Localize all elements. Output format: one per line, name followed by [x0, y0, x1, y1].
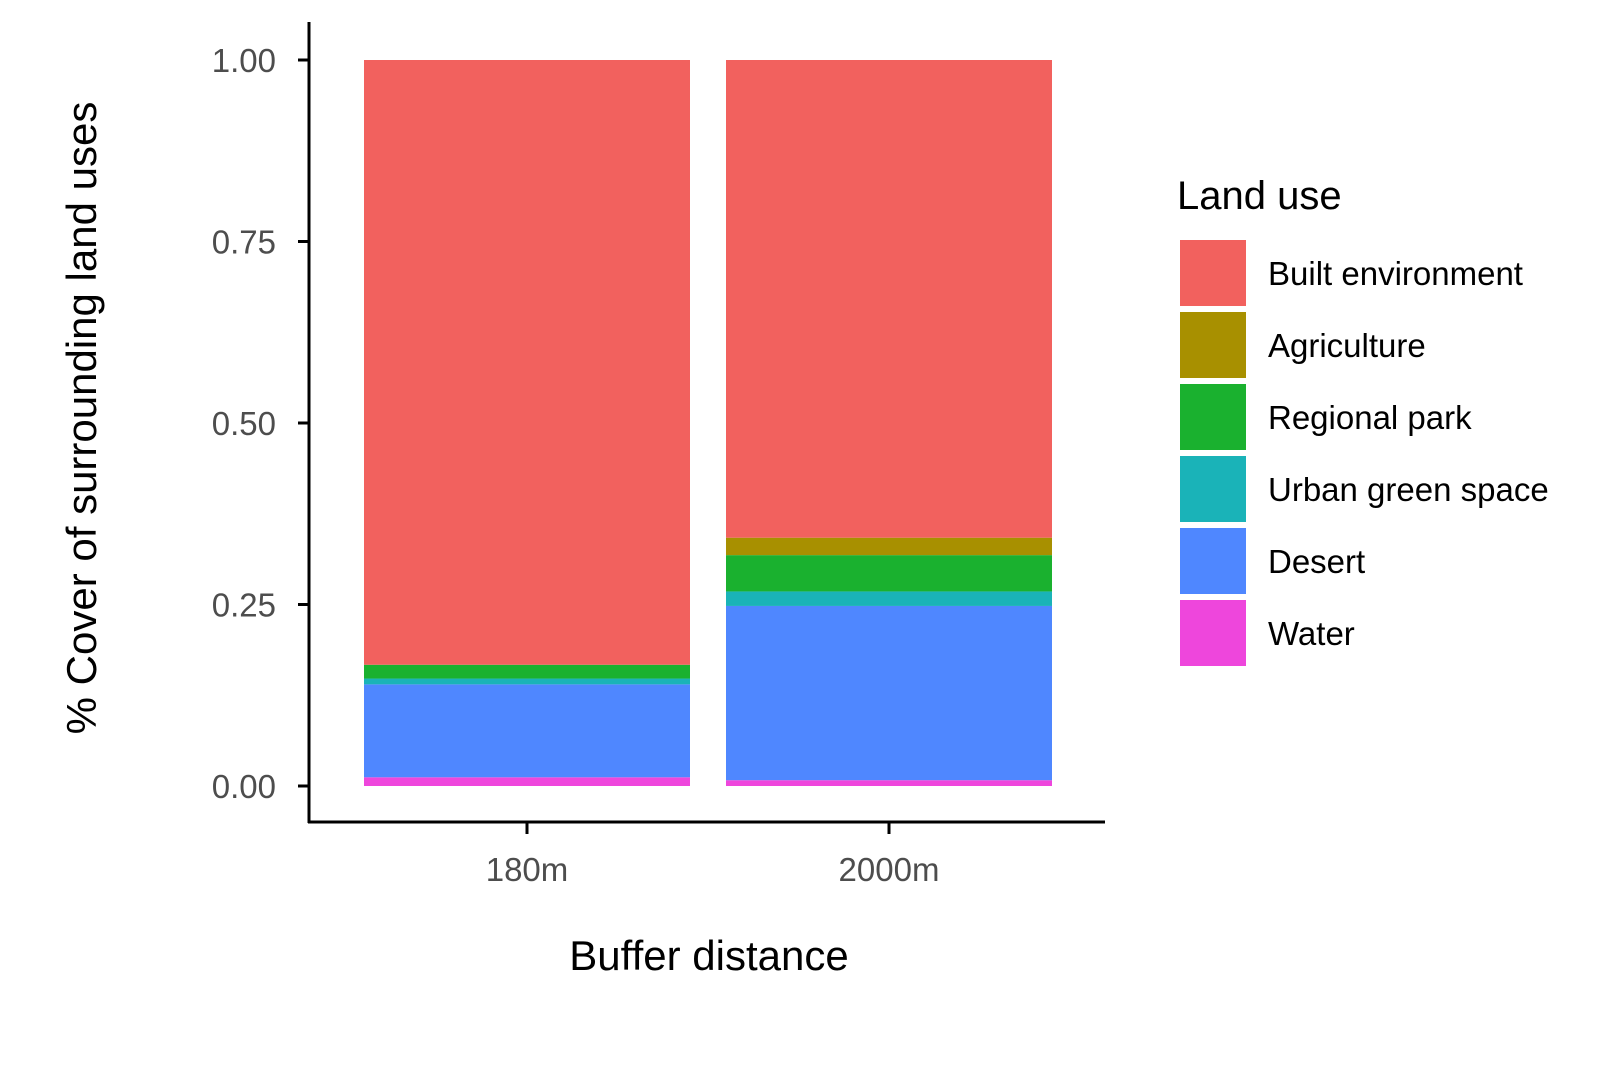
legend-label: Desert	[1268, 543, 1365, 580]
legend-swatch-urban-green-space	[1180, 456, 1246, 522]
bar-segment-regional-park-2000m	[726, 555, 1052, 592]
y-axis-title: % Cover of surrounding land uses	[58, 102, 105, 735]
y-tick-label: 1.00	[212, 42, 276, 79]
legend-swatch-desert	[1180, 528, 1246, 594]
legend-label: Agriculture	[1268, 327, 1426, 364]
legend-title: Land use	[1177, 174, 1342, 218]
bar-segment-desert-2000m	[726, 605, 1052, 781]
y-ticks: 0.00 0.25 0.50 0.75 1.00	[212, 42, 309, 805]
y-tick-label: 0.25	[212, 587, 276, 624]
legend: Land use Built environment Agriculture Reg…	[1177, 174, 1549, 666]
legend-label: Water	[1268, 615, 1355, 652]
legend-label: Urban green space	[1268, 471, 1549, 508]
bar-segment-urban-green-space-2000m	[726, 591, 1052, 606]
legend-swatch-regional-park	[1180, 384, 1246, 450]
legend-swatch-water	[1180, 600, 1246, 666]
legend-label: Regional park	[1268, 399, 1472, 436]
x-tick-label: 180m	[486, 851, 569, 888]
legend-label: Built environment	[1268, 255, 1523, 292]
bar-segment-urban-green-space-180m	[364, 678, 690, 685]
bar-segment-regional-park-180m	[364, 664, 690, 679]
bar-segment-agriculture-2000m	[726, 537, 1052, 556]
y-tick-label: 0.50	[212, 405, 276, 442]
x-ticks: 180m 2000m	[486, 822, 940, 888]
bar-segment-water-180m	[364, 777, 690, 786]
bar-segment-built-environment-180m	[364, 60, 690, 665]
bars-layer	[364, 60, 1052, 786]
bar-segment-water-2000m	[726, 780, 1052, 786]
x-axis-title: Buffer distance	[569, 932, 848, 979]
bar-segment-built-environment-2000m	[726, 60, 1052, 538]
bar-segment-desert-180m	[364, 684, 690, 778]
y-tick-label: 0.00	[212, 768, 276, 805]
legend-swatch-built-environment	[1180, 240, 1246, 306]
legend-swatch-agriculture	[1180, 312, 1246, 378]
x-tick-label: 2000m	[839, 851, 940, 888]
y-tick-label: 0.75	[212, 224, 276, 261]
